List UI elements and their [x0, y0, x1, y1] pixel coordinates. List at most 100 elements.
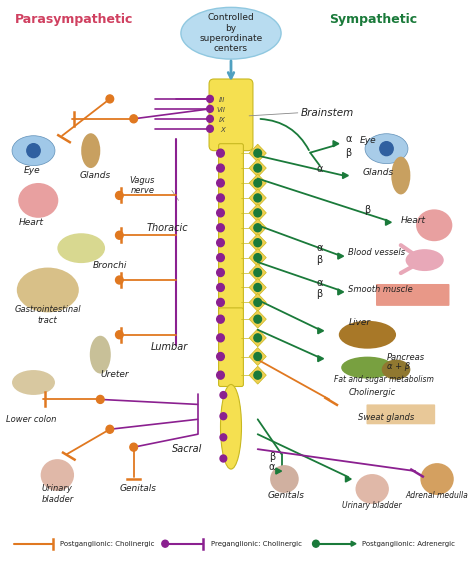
- Polygon shape: [249, 329, 266, 347]
- Text: α: α: [317, 278, 323, 288]
- Ellipse shape: [181, 7, 281, 59]
- Circle shape: [254, 194, 262, 202]
- Circle shape: [217, 224, 224, 232]
- Circle shape: [220, 391, 227, 399]
- Circle shape: [217, 315, 224, 323]
- Polygon shape: [276, 468, 282, 474]
- Circle shape: [116, 331, 123, 339]
- Text: Sweat glands: Sweat glands: [358, 413, 415, 422]
- Text: Urinary bladder: Urinary bladder: [342, 501, 402, 510]
- Ellipse shape: [391, 157, 410, 195]
- Text: Adrenal medulla: Adrenal medulla: [406, 491, 468, 500]
- Polygon shape: [351, 541, 356, 546]
- Ellipse shape: [365, 134, 408, 164]
- Ellipse shape: [270, 465, 299, 493]
- Ellipse shape: [90, 336, 111, 373]
- FancyBboxPatch shape: [366, 404, 435, 424]
- Polygon shape: [318, 356, 324, 362]
- Text: Lower colon: Lower colon: [7, 415, 57, 424]
- Ellipse shape: [220, 385, 241, 469]
- Polygon shape: [249, 366, 266, 384]
- Text: β: β: [346, 148, 352, 158]
- Circle shape: [217, 284, 224, 292]
- Circle shape: [116, 231, 123, 239]
- Circle shape: [254, 149, 262, 157]
- Polygon shape: [346, 476, 351, 482]
- Polygon shape: [249, 347, 266, 365]
- Circle shape: [130, 115, 137, 123]
- Text: Blood vessels: Blood vessels: [348, 248, 405, 257]
- Text: Heart: Heart: [19, 218, 44, 227]
- Circle shape: [217, 334, 224, 342]
- Circle shape: [380, 142, 393, 156]
- FancyBboxPatch shape: [376, 284, 449, 306]
- Circle shape: [217, 254, 224, 262]
- Circle shape: [254, 224, 262, 232]
- Circle shape: [217, 352, 224, 360]
- Text: Glands: Glands: [363, 168, 394, 177]
- Text: Fat and sugar metabolism: Fat and sugar metabolism: [334, 375, 434, 384]
- Circle shape: [217, 194, 224, 202]
- Text: VII: VII: [216, 107, 225, 113]
- Ellipse shape: [81, 133, 100, 168]
- Polygon shape: [333, 140, 339, 147]
- Polygon shape: [249, 159, 266, 177]
- Circle shape: [207, 115, 213, 122]
- Circle shape: [254, 284, 262, 292]
- Text: Heart: Heart: [401, 216, 426, 225]
- Polygon shape: [249, 233, 266, 252]
- Text: Thoracic: Thoracic: [146, 223, 188, 233]
- Circle shape: [27, 144, 40, 157]
- Circle shape: [217, 209, 224, 217]
- Circle shape: [254, 164, 262, 172]
- Circle shape: [207, 105, 213, 112]
- Circle shape: [254, 268, 262, 276]
- Circle shape: [106, 95, 114, 103]
- Ellipse shape: [57, 233, 105, 263]
- Circle shape: [162, 540, 168, 547]
- Text: Smooth muscle: Smooth muscle: [348, 285, 413, 294]
- Circle shape: [254, 352, 262, 360]
- Text: III: III: [219, 97, 225, 103]
- Text: β: β: [317, 289, 323, 299]
- Polygon shape: [249, 219, 266, 237]
- Ellipse shape: [18, 183, 58, 218]
- Polygon shape: [249, 249, 266, 267]
- Circle shape: [207, 95, 213, 103]
- Text: Genitals: Genitals: [120, 484, 157, 494]
- Circle shape: [217, 298, 224, 306]
- Text: α + β: α + β: [386, 362, 410, 371]
- Polygon shape: [249, 293, 266, 311]
- Circle shape: [217, 179, 224, 187]
- Text: Preganglionic: Cholinergic: Preganglionic: Cholinergic: [211, 541, 302, 547]
- Circle shape: [116, 276, 123, 284]
- Circle shape: [254, 371, 262, 379]
- Ellipse shape: [12, 370, 55, 395]
- Text: X: X: [220, 127, 225, 133]
- Ellipse shape: [17, 267, 79, 312]
- Text: Brainstem: Brainstem: [301, 108, 354, 118]
- Text: β: β: [317, 255, 323, 265]
- Circle shape: [116, 191, 123, 200]
- Text: α: α: [317, 243, 323, 253]
- Text: Genitals: Genitals: [268, 491, 305, 500]
- Text: Postganglionic: Cholinergic: Postganglionic: Cholinergic: [60, 541, 155, 547]
- Text: Eye: Eye: [360, 136, 376, 145]
- Ellipse shape: [356, 474, 389, 504]
- Text: Urinary
bladder: Urinary bladder: [41, 484, 73, 504]
- Circle shape: [217, 371, 224, 379]
- Text: Sympathetic: Sympathetic: [329, 14, 418, 27]
- Circle shape: [217, 164, 224, 172]
- Text: Eye: Eye: [23, 166, 40, 175]
- Circle shape: [220, 455, 227, 462]
- Polygon shape: [318, 328, 324, 334]
- Ellipse shape: [420, 463, 454, 495]
- FancyBboxPatch shape: [219, 144, 243, 312]
- Text: β: β: [269, 452, 275, 462]
- Polygon shape: [385, 219, 391, 225]
- Text: β: β: [365, 205, 371, 215]
- Circle shape: [130, 443, 137, 451]
- Circle shape: [254, 209, 262, 217]
- Text: Parasympathetic: Parasympathetic: [14, 14, 133, 27]
- Circle shape: [220, 413, 227, 420]
